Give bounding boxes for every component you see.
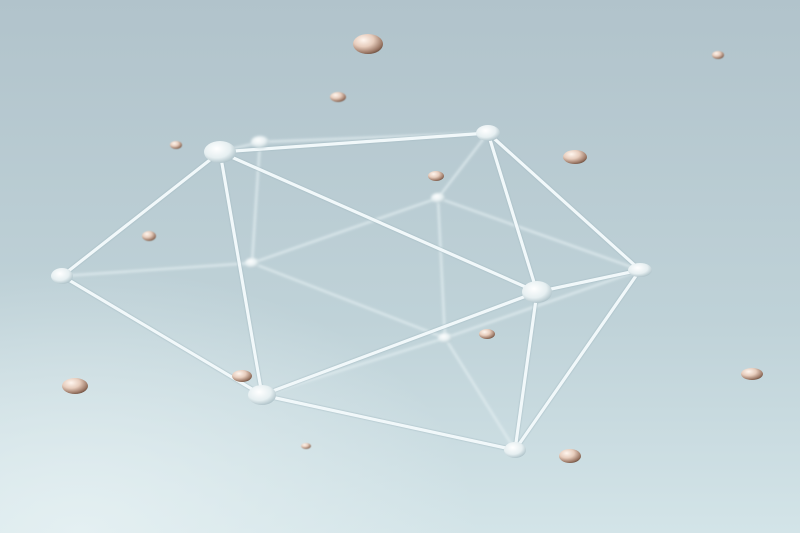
edge [513,268,642,452]
beads [62,34,763,463]
bead [170,141,182,149]
edge-far [60,261,254,278]
edge-far [443,268,642,340]
edge [60,274,264,397]
node [476,125,500,141]
bead [712,51,724,59]
node [251,136,269,148]
node [431,193,445,203]
bead [330,92,346,102]
node [51,268,73,284]
bead [563,150,587,164]
edge [535,268,642,294]
node [248,385,276,405]
edge-far [436,131,490,200]
edge-far [250,196,440,265]
bead [741,368,763,380]
edge [218,150,539,294]
edge [486,131,642,272]
edge [513,290,539,452]
node [504,442,526,458]
bead [428,171,444,181]
node [522,281,552,303]
edge-far [250,261,447,340]
edge [260,393,517,452]
edge [60,150,222,278]
bead [301,443,311,449]
bead [353,34,383,54]
edge [218,131,490,154]
edge-far [443,336,517,452]
edge [218,150,264,397]
edge-far [250,140,262,265]
edge [260,290,539,397]
edge-far [436,196,642,272]
nodes [51,125,652,458]
node [438,333,452,343]
bead [479,329,495,339]
edge-far [436,196,447,340]
node [245,258,259,268]
node [204,141,236,163]
bead [559,449,581,463]
bead [142,231,156,241]
bead [232,370,252,382]
node [628,263,652,277]
front-edges [59,130,643,453]
edge [486,131,539,294]
bead [62,378,88,394]
